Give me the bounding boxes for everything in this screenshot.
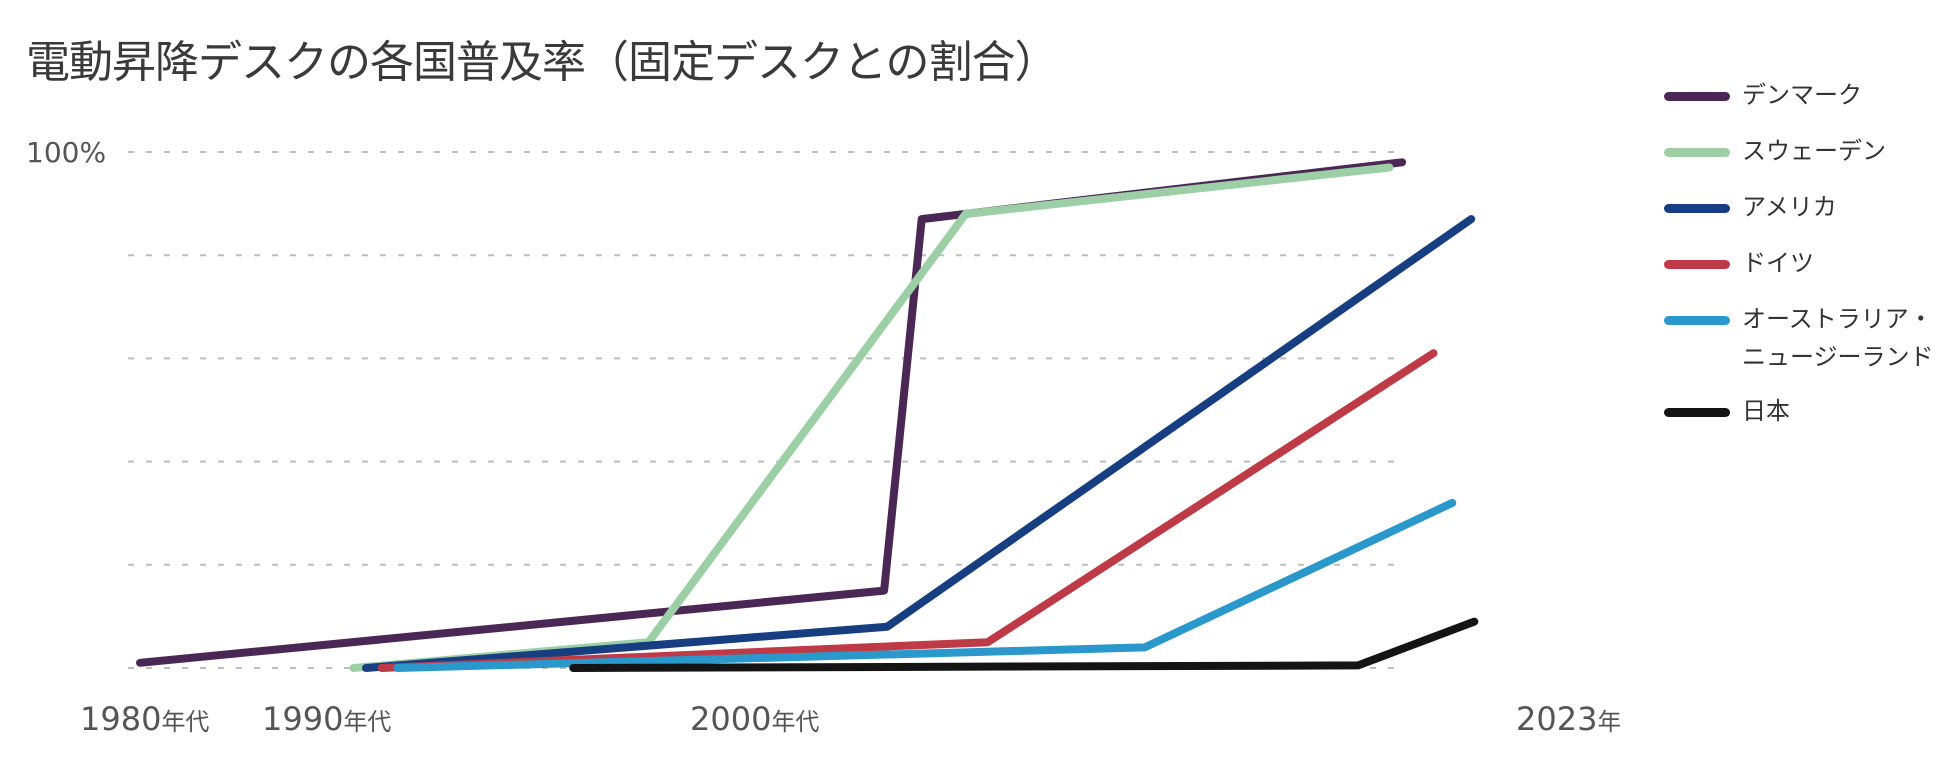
legend-item: オーストラリア・ ニュージーランド — [1660, 296, 1940, 388]
legend-item: ドイツ — [1660, 240, 1940, 296]
series-line-5 — [569, 617, 1479, 672]
y-axis-ticks: 100% — [26, 136, 106, 169]
legend-swatch — [1664, 92, 1730, 101]
legend-swatch — [1664, 148, 1730, 157]
line-chart: 100% 1980年代 1990年代 2000年代 2023年 — [26, 136, 1620, 738]
legend-swatch — [1664, 316, 1730, 325]
series-lines — [136, 158, 1479, 672]
legend-swatch — [1664, 204, 1730, 213]
legend-item: スウェーデン — [1660, 128, 1940, 184]
legend-swatch — [1664, 260, 1730, 269]
series-line-4 — [393, 498, 1457, 672]
legend-item: 日本 — [1660, 388, 1940, 444]
legend-label: ドイツ — [1742, 249, 1814, 277]
chart-title: 電動昇降デスクの各国普及率（固定デスクとの割合） — [26, 37, 1059, 88]
y-tick-label: 100% — [26, 136, 106, 169]
legend-item: アメリカ — [1660, 184, 1940, 240]
x-tick-label: 2000年代 — [690, 700, 819, 738]
x-tick-label: 1990年代 — [262, 700, 391, 738]
x-axis-ticks: 1980年代 1990年代 2000年代 2023年 — [80, 700, 1620, 738]
legend-swatch — [1664, 408, 1730, 417]
x-tick-label: 1980年代 — [80, 700, 209, 738]
legend-label: 日本 — [1742, 397, 1790, 425]
legend-label: スウェーデン — [1742, 137, 1886, 165]
legend-label: アメリカ — [1742, 193, 1837, 221]
legend-label: デンマーク — [1742, 81, 1862, 109]
x-tick-label: 2023年 — [1516, 700, 1620, 738]
legend-item: デンマーク — [1660, 72, 1940, 128]
series-line-2 — [362, 215, 1476, 672]
legend-label: オーストラリア・ ニュージーランド — [1742, 305, 1934, 371]
grid-lines — [128, 151, 1398, 669]
legend: デンマークスウェーデン アメリカドイツオーストラリア・ ニュージーランド日本 — [1660, 72, 1940, 444]
series-line-0 — [136, 158, 1407, 667]
